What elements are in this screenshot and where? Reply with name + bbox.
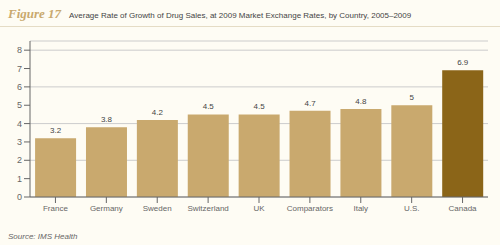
- svg-text:Switzerland: Switzerland: [187, 204, 228, 213]
- svg-text:3.2: 3.2: [50, 126, 62, 135]
- html-text:Figure 17: Figure 17: [8, 6, 62, 21]
- svg-text:Italy: Italy: [353, 204, 368, 213]
- svg-text:France: France: [43, 204, 68, 213]
- svg-text:1: 1: [17, 174, 22, 184]
- svg-text:6.9: 6.9: [457, 58, 469, 67]
- svg-text:4.7: 4.7: [304, 99, 316, 108]
- svg-text:3: 3: [17, 137, 22, 147]
- html-text:Source: IMS Health: Source: IMS Health: [8, 232, 78, 241]
- html-text:Average Rate of Growth of Drug: Average Rate of Growth of Drug Sales, at…: [69, 11, 412, 20]
- svg-text:4.5: 4.5: [254, 102, 266, 111]
- svg-text:3.8: 3.8: [101, 115, 113, 124]
- svg-text:2: 2: [17, 155, 22, 165]
- svg-text:5: 5: [410, 93, 415, 102]
- svg-text:4.8: 4.8: [355, 97, 367, 106]
- svg-text:5: 5: [17, 100, 22, 110]
- svg-text:Comparators: Comparators: [287, 204, 333, 213]
- svg-text:4.2: 4.2: [152, 108, 164, 117]
- svg-text:6: 6: [17, 82, 22, 92]
- svg-text:0: 0: [17, 192, 22, 202]
- svg-text:UK: UK: [253, 204, 265, 213]
- svg-text:Canada: Canada: [449, 204, 478, 213]
- svg-text:Germany: Germany: [90, 204, 123, 213]
- svg-text:4: 4: [17, 119, 22, 129]
- svg-text:U.S.: U.S.: [404, 204, 420, 213]
- svg-text:Sweden: Sweden: [143, 204, 172, 213]
- svg-text:7: 7: [17, 64, 22, 74]
- svg-text:4.5: 4.5: [203, 102, 215, 111]
- svg-text:8: 8: [17, 45, 22, 55]
